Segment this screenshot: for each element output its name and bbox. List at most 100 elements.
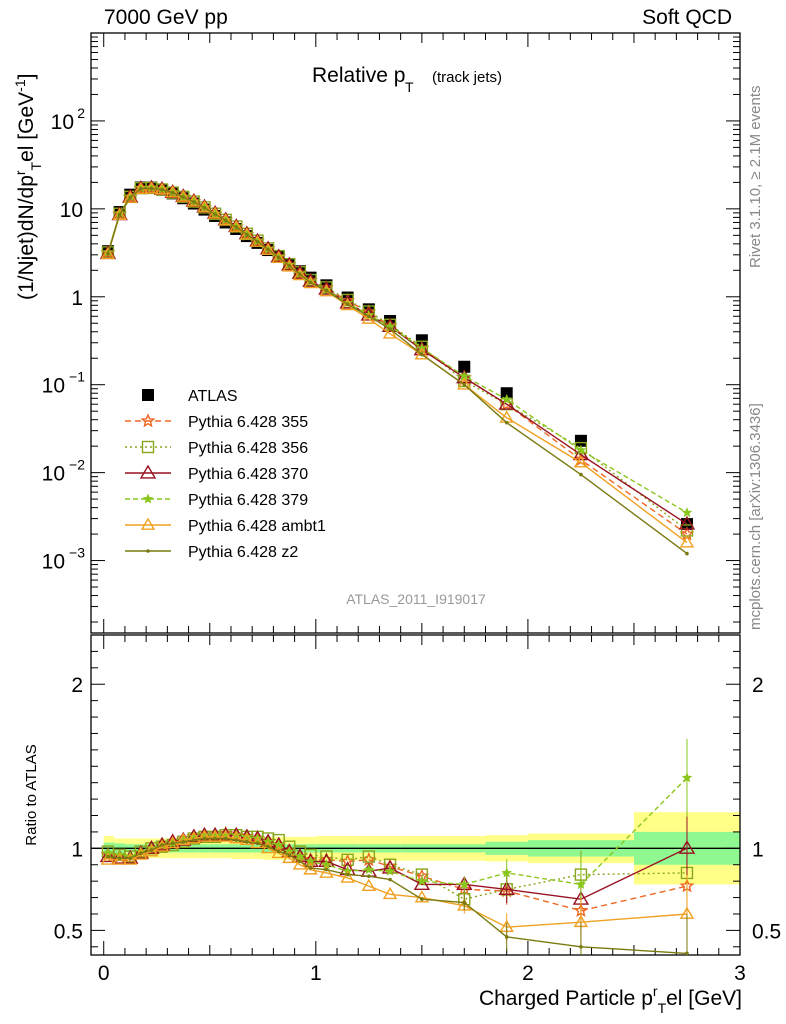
main-plot-frame xyxy=(90,32,741,634)
legend-entry: Pythia 6.428 370 xyxy=(125,464,308,483)
y-axis-label: (1/Njet)dN/dprTel [GeV-1] xyxy=(12,74,44,300)
ratio-data-point xyxy=(229,831,244,844)
legend-marker xyxy=(140,517,156,530)
data-point xyxy=(192,200,196,204)
ratio-data-point xyxy=(164,833,181,848)
ratio-data-point xyxy=(324,867,329,872)
legend-entry: Pythia 6.428 379 xyxy=(125,492,308,509)
data-point xyxy=(213,212,217,216)
ratio-data-point xyxy=(128,856,133,860)
x-axis-label-part: Charged Particle p xyxy=(479,987,653,1010)
data-point xyxy=(324,288,329,293)
ratio-data-point xyxy=(139,851,143,856)
data-point xyxy=(572,446,590,461)
x-axis-label-part: el [GeV] xyxy=(666,987,742,1010)
legend-marker xyxy=(142,493,154,504)
data-point xyxy=(345,302,350,307)
legend-entry: Pythia 6.428 356 xyxy=(125,440,308,457)
data-point xyxy=(340,297,355,311)
ratio-data-point xyxy=(255,841,260,846)
data-point xyxy=(266,247,270,252)
ratio-data-point xyxy=(340,870,355,883)
legend-label: Pythia 6.428 z2 xyxy=(188,544,298,561)
ratio-data-point xyxy=(298,859,302,864)
data-point xyxy=(149,186,154,191)
data-point xyxy=(500,387,513,400)
ratio-plot-frame xyxy=(90,634,741,956)
title-subscript: T xyxy=(405,79,414,95)
title-text: Relative p xyxy=(312,64,405,87)
plot-title: Relative p T (track jets) xyxy=(312,64,502,95)
ratio-data-point xyxy=(250,830,265,845)
ratio-data-point xyxy=(234,838,239,842)
ratio-data-point xyxy=(308,866,313,870)
data-point xyxy=(100,246,116,260)
data-point xyxy=(128,195,133,200)
data-point xyxy=(303,276,318,289)
legend-label: ATLAS xyxy=(188,388,238,405)
ratio-data-point xyxy=(579,944,583,949)
data-point xyxy=(458,360,471,373)
ratio-y-tick-label-right: 1 xyxy=(752,838,764,861)
data-point xyxy=(239,227,255,240)
data-point xyxy=(462,382,467,387)
y-tick-label: 10 xyxy=(42,375,65,398)
ratio-data-point xyxy=(186,831,202,844)
ratio-data-point xyxy=(287,853,292,857)
data-point xyxy=(574,434,587,447)
ratio-y-tick-label: 2 xyxy=(71,674,83,697)
ratio-data-point xyxy=(245,839,249,844)
data-point xyxy=(160,187,164,192)
ratio-data-point xyxy=(498,880,515,895)
legend-marker xyxy=(139,464,157,479)
y-tick-exponent: −2 xyxy=(69,457,85,473)
y-axis-label-part: el [GeV xyxy=(15,92,38,162)
data-point xyxy=(498,395,515,410)
ratio-data-point xyxy=(99,848,117,863)
data-point xyxy=(245,232,249,237)
ratio-data-point xyxy=(341,853,354,867)
ratio-data-point xyxy=(181,839,186,844)
ratio-data-point xyxy=(319,865,334,878)
x-axis-label: Charged Particle prTel [GeV] xyxy=(479,983,742,1016)
ratio-series-pythia-6-428-z2 xyxy=(106,836,689,956)
data-point xyxy=(139,186,143,191)
ratio-y-tick-label-right: 0.5 xyxy=(752,920,781,943)
ratio-data-point xyxy=(112,852,127,865)
legend-entry: Pythia 6.428 355 xyxy=(125,413,308,431)
ratio-data-point xyxy=(501,867,512,878)
data-point xyxy=(181,195,186,199)
ratio-data-point xyxy=(504,935,509,939)
legend-label: Pythia 6.428 ambt1 xyxy=(188,518,326,535)
ratio-data-point xyxy=(459,878,470,889)
data-point xyxy=(685,551,689,556)
data-point xyxy=(106,251,110,256)
data-point xyxy=(415,340,429,353)
y-axis-label-part: T xyxy=(28,161,44,170)
ratio-y-tick-label-right: 2 xyxy=(752,674,764,697)
series-line xyxy=(107,186,688,514)
legend-marker xyxy=(142,389,154,401)
ratio-data-point xyxy=(384,865,396,876)
x-tick-label: 2 xyxy=(522,962,534,985)
ratio-data-point xyxy=(420,897,424,902)
data-point xyxy=(457,377,472,390)
y-axis-label-part: -1 xyxy=(12,79,28,92)
ratio-series-pythia-6-428-379 xyxy=(102,738,693,909)
ratio-data-point xyxy=(345,872,350,877)
legend-entry: ATLAS xyxy=(142,388,238,405)
y-tick-label: 1 xyxy=(71,287,83,310)
data-point xyxy=(271,250,286,264)
ratio-data-point xyxy=(361,878,377,891)
data-point xyxy=(282,259,297,272)
ratio-data-point xyxy=(367,874,371,879)
data-point xyxy=(414,347,430,360)
legend-marker xyxy=(140,413,156,428)
data-point xyxy=(579,472,583,477)
data-point xyxy=(202,205,207,210)
ratio-data-point xyxy=(685,951,689,956)
ratio-data-point xyxy=(100,852,116,865)
data-point xyxy=(574,441,588,455)
data-point xyxy=(388,327,392,331)
